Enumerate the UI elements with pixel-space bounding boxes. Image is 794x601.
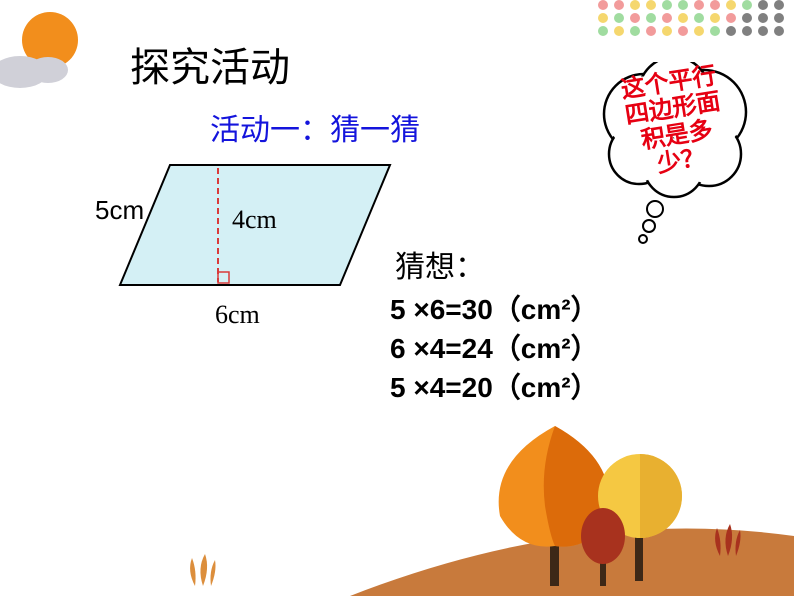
decoration-dot [662,0,672,10]
equation-2: 6 ×4=24（cm²） [390,329,599,368]
bubble-text: 这个平行四边形面积是多少？ [608,61,741,184]
decoration-dot [726,0,736,10]
decoration-dot [598,13,608,23]
decoration-dot [614,13,624,23]
decoration-dot [710,0,720,10]
thought-bubble: 这个平行四边形面积是多少？ [594,62,759,237]
decoration-dot [758,26,768,36]
decoration-dot [758,13,768,23]
decoration-dot [678,13,688,23]
decoration-dot [614,26,624,36]
decoration-dot [710,13,720,23]
decoration-dot [598,26,608,36]
decoration-dot [630,26,640,36]
decoration-dot [694,0,704,10]
trees-decoration [0,406,794,596]
decoration-dot [678,26,688,36]
decoration-dot [630,0,640,10]
decoration-dot [694,26,704,36]
decoration-dot [598,0,608,10]
decoration-dot [646,26,656,36]
equations-block: 5 ×6=30（cm²） 6 ×4=24（cm²） 5 ×4=20（cm²） [390,290,599,408]
decoration-dot [614,0,624,10]
decoration-dot [742,13,752,23]
decoration-dot [646,13,656,23]
decoration-dot [774,13,784,23]
decoration-dot [630,13,640,23]
label-side: 5cm [95,195,144,226]
decoration-dot [678,0,688,10]
page-title: 探究活动 [130,35,290,93]
parallelogram-diagram [115,155,405,325]
decoration-dot [662,13,672,23]
decoration-dot [742,0,752,10]
decoration-dot [774,0,784,10]
decoration-dot [774,26,784,36]
dots-decoration [598,0,784,36]
decoration-dot [726,13,736,23]
sun-cloud-icon [0,10,95,105]
equation-3: 5 ×4=20（cm²） [390,368,599,407]
activity-subtitle: 活动一：猜一猜 [210,105,420,149]
decoration-dot [694,13,704,23]
equation-1: 5 ×6=30（cm²） [390,290,599,329]
decoration-dot [662,26,672,36]
decoration-dot [710,26,720,36]
decoration-dot [758,0,768,10]
label-base: 6cm [215,300,260,330]
decoration-dot [646,0,656,10]
label-height: 4cm [232,205,277,235]
guess-label: 猜想： [395,242,485,286]
decoration-dot [742,26,752,36]
decoration-dot [726,26,736,36]
